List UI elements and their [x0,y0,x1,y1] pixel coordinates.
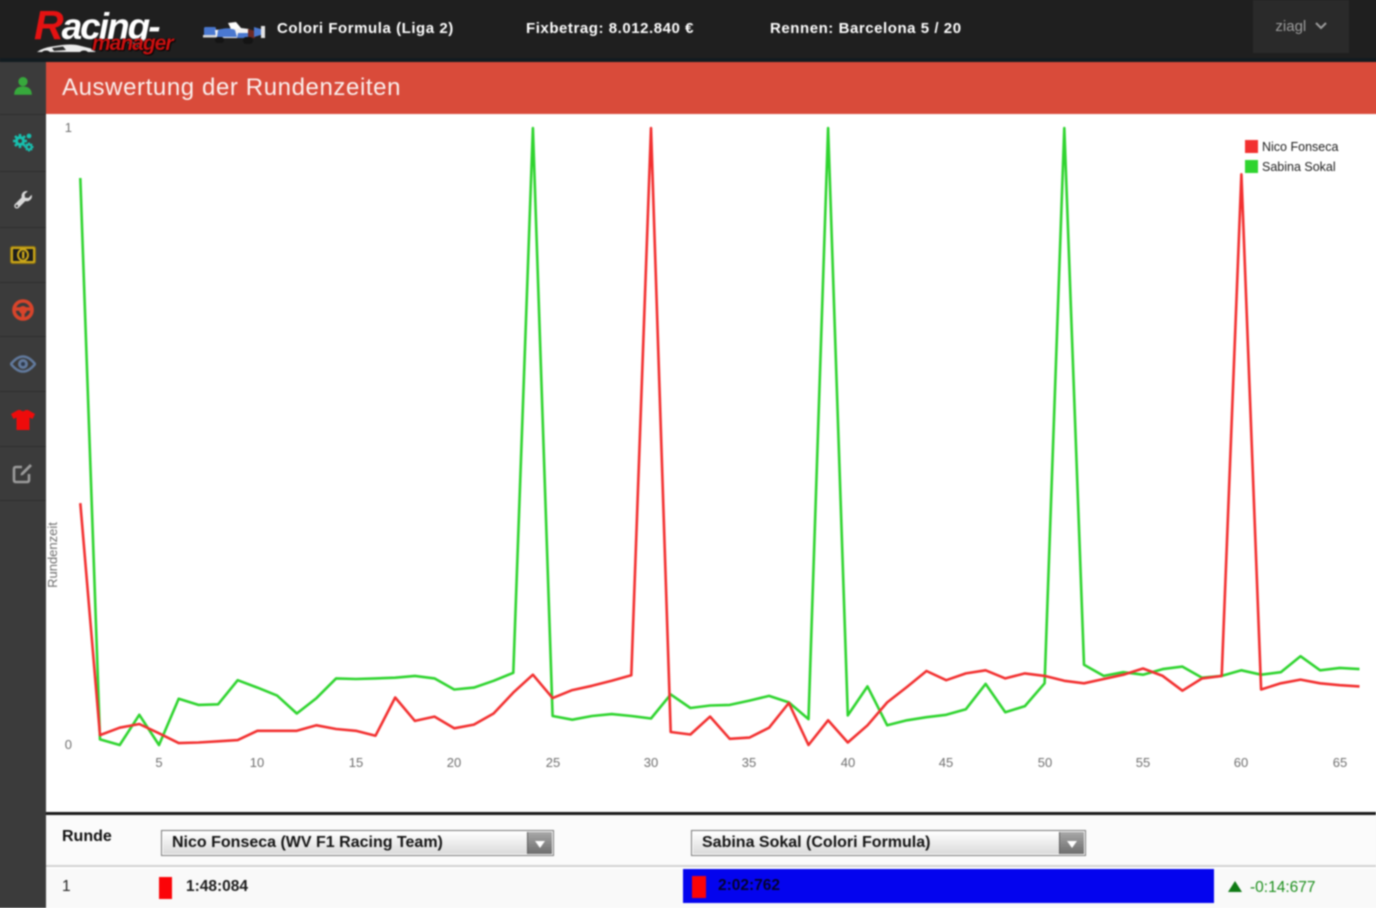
svg-text:20: 20 [447,755,461,770]
svg-text:65: 65 [1333,755,1347,770]
svg-text:25: 25 [546,755,560,770]
svg-text:Sabina Sokal: Sabina Sokal [1262,160,1336,174]
svg-text:5: 5 [155,755,162,770]
svg-text:0: 0 [65,737,72,752]
svg-text:55: 55 [1136,755,1150,770]
svg-text:Rundenzeit: Rundenzeit [46,522,60,588]
svg-text:30: 30 [644,755,658,770]
svg-text:1: 1 [65,120,72,135]
svg-text:45: 45 [939,755,953,770]
svg-text:35: 35 [742,755,756,770]
svg-text:40: 40 [841,755,855,770]
svg-text:50: 50 [1038,755,1052,770]
svg-text:10: 10 [250,755,264,770]
svg-text:Nico Fonseca: Nico Fonseca [1262,140,1338,154]
svg-text:60: 60 [1234,755,1248,770]
svg-text:15: 15 [349,755,363,770]
